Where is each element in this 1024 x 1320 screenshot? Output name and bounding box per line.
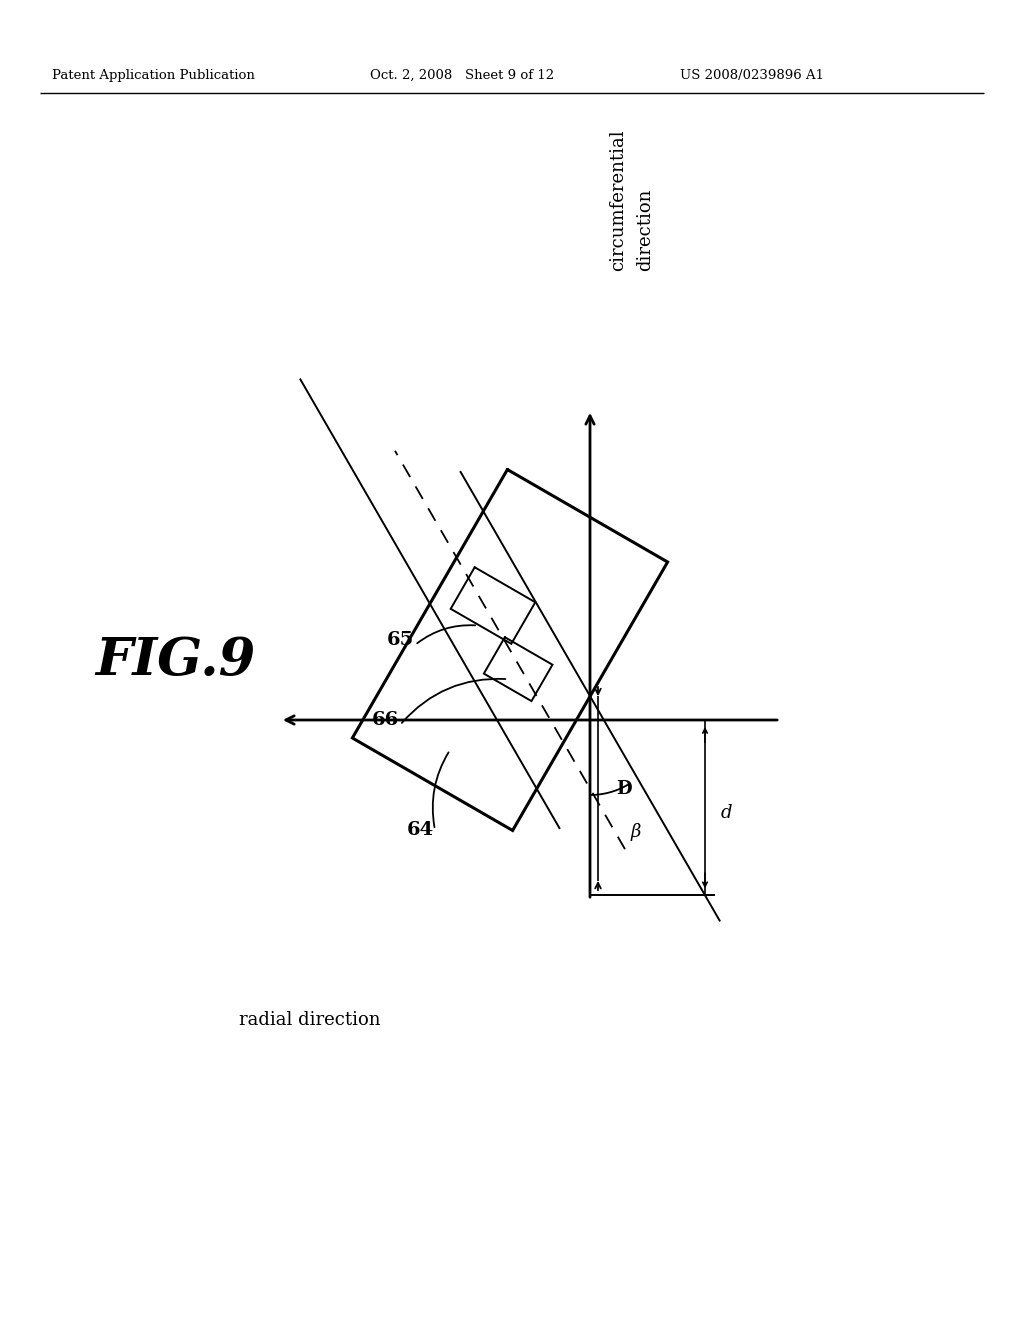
- Text: 66: 66: [372, 711, 398, 729]
- Polygon shape: [484, 638, 553, 701]
- Text: radial direction: radial direction: [240, 1011, 381, 1030]
- FancyArrowPatch shape: [433, 752, 449, 828]
- Polygon shape: [352, 470, 668, 830]
- Text: 64: 64: [407, 821, 433, 840]
- Text: direction: direction: [636, 189, 654, 271]
- Text: FIG.9: FIG.9: [95, 635, 255, 685]
- Text: 65: 65: [386, 631, 414, 649]
- FancyArrowPatch shape: [417, 626, 475, 643]
- Text: β: β: [631, 822, 641, 841]
- Text: Patent Application Publication: Patent Application Publication: [52, 69, 255, 82]
- Text: US 2008/0239896 A1: US 2008/0239896 A1: [680, 69, 824, 82]
- Text: Oct. 2, 2008   Sheet 9 of 12: Oct. 2, 2008 Sheet 9 of 12: [370, 69, 554, 82]
- Text: circumferential: circumferential: [609, 129, 627, 271]
- Text: d: d: [721, 804, 732, 821]
- Polygon shape: [451, 568, 536, 644]
- FancyArrowPatch shape: [401, 678, 506, 723]
- Text: D: D: [616, 780, 632, 797]
